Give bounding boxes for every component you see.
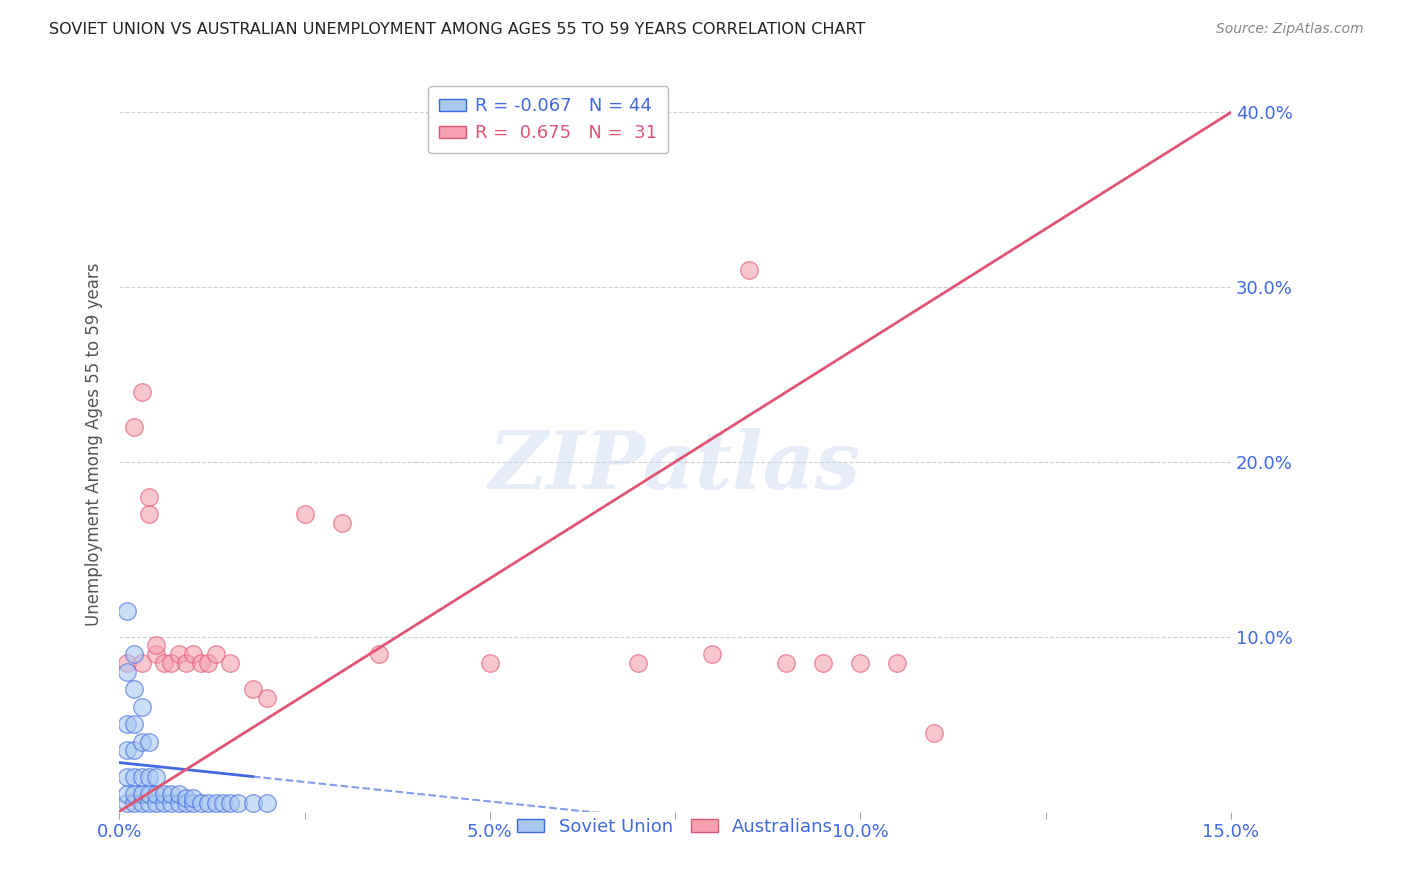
Point [204, 796, 226, 810]
Point [700, 647, 723, 661]
Point [138, 787, 160, 801]
Point [145, 647, 167, 661]
Point [138, 508, 160, 522]
Point [122, 717, 145, 731]
Point [138, 796, 160, 810]
Y-axis label: Unemployment Among Ages 55 to 59 years: Unemployment Among Ages 55 to 59 years [86, 263, 103, 626]
Point [131, 734, 153, 748]
Point [183, 790, 205, 805]
Point [145, 787, 167, 801]
Point [138, 770, 160, 784]
Point [813, 656, 835, 670]
Point [167, 787, 190, 801]
Point [152, 787, 174, 801]
Point [204, 647, 226, 661]
Point [115, 787, 138, 801]
Point [190, 656, 212, 670]
Point [190, 796, 212, 810]
Point [115, 770, 138, 784]
Text: ZIPatlas: ZIPatlas [489, 428, 860, 505]
Point [122, 420, 145, 434]
Point [330, 516, 353, 530]
Point [775, 656, 797, 670]
Point [122, 743, 145, 757]
Point [183, 796, 205, 810]
Legend: Soviet Union, Australians: Soviet Union, Australians [510, 811, 841, 843]
Point [219, 796, 242, 810]
Point [122, 770, 145, 784]
Point [167, 796, 190, 810]
Point [197, 656, 219, 670]
Point [115, 603, 138, 617]
Point [627, 656, 650, 670]
Point [145, 639, 167, 653]
Point [219, 656, 242, 670]
Point [122, 647, 145, 661]
Point [256, 690, 278, 705]
Point [478, 656, 501, 670]
Point [122, 796, 145, 810]
Point [256, 796, 278, 810]
Point [183, 647, 205, 661]
Point [115, 717, 138, 731]
Point [115, 665, 138, 679]
Point [152, 656, 174, 670]
Point [122, 682, 145, 697]
Point [174, 790, 197, 805]
Point [174, 796, 197, 810]
Point [115, 743, 138, 757]
Point [145, 770, 167, 784]
Point [212, 796, 235, 810]
Text: Source: ZipAtlas.com: Source: ZipAtlas.com [1216, 22, 1364, 37]
Point [138, 734, 160, 748]
Point [160, 787, 183, 801]
Point [131, 796, 153, 810]
Point [738, 262, 761, 277]
Point [115, 796, 138, 810]
Point [242, 796, 264, 810]
Point [115, 656, 138, 670]
Point [131, 699, 153, 714]
Point [131, 385, 153, 400]
Point [924, 726, 946, 740]
Point [226, 796, 249, 810]
Point [294, 508, 316, 522]
Point [242, 682, 264, 697]
Point [849, 656, 872, 670]
Point [122, 787, 145, 801]
Point [131, 787, 153, 801]
Point [886, 656, 908, 670]
Point [197, 796, 219, 810]
Point [131, 656, 153, 670]
Point [160, 796, 183, 810]
Point [160, 656, 183, 670]
Point [167, 647, 190, 661]
Text: SOVIET UNION VS AUSTRALIAN UNEMPLOYMENT AMONG AGES 55 TO 59 YEARS CORRELATION CH: SOVIET UNION VS AUSTRALIAN UNEMPLOYMENT … [49, 22, 866, 37]
Point [145, 796, 167, 810]
Point [174, 656, 197, 670]
Point [367, 647, 389, 661]
Point [131, 770, 153, 784]
Point [138, 490, 160, 504]
Point [152, 796, 174, 810]
